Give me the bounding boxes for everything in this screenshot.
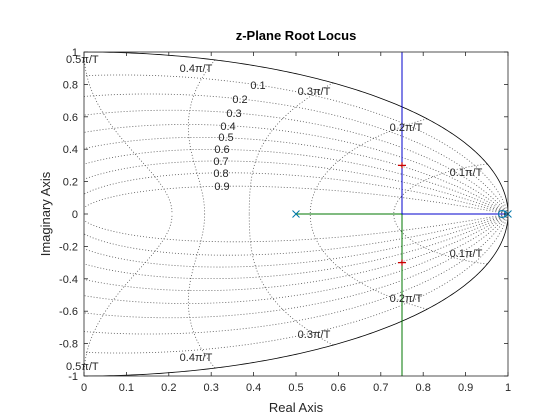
wn-curve-lower — [187, 213, 216, 369]
y-tick-label: 0.2 — [63, 177, 78, 189]
zeta-curve-lower — [84, 213, 508, 268]
x-tick-label: 1 — [505, 382, 511, 394]
wn-curve-lower — [309, 213, 428, 310]
wn-curve-upper — [248, 82, 334, 215]
wn-label: 0.3π/T — [298, 86, 331, 98]
x-tick-label: 0.8 — [416, 382, 431, 394]
zeta-curve-upper — [84, 124, 508, 215]
zeta-label: 0.3 — [226, 108, 241, 120]
y-tick-label: -0.8 — [59, 339, 78, 351]
y-tick-label: 1 — [72, 47, 78, 59]
y-axis-label: Imaginary Axis — [38, 171, 53, 256]
unit-circle — [84, 52, 508, 376]
wn-curve-lower — [393, 213, 488, 265]
zeta-label: 0.4 — [220, 121, 235, 133]
zeta-curve-upper — [84, 160, 508, 215]
zeta-label: 0.2 — [232, 94, 247, 106]
zeta-label: 0.5 — [218, 132, 233, 144]
tick-layer: 0 0.1 0.2 0.3 0.4 0.5 0.6 0.7 0.8 0.9 110.80.60.40… — [59, 47, 511, 394]
wn-label: 0.4π/T — [180, 63, 213, 75]
zeta-label: 0.8 — [213, 168, 228, 180]
x-tick-label: 0.5 — [288, 382, 303, 394]
y-tick-label: 0.4 — [63, 144, 78, 156]
y-tick-label: -1 — [68, 371, 78, 383]
wn-curve-upper — [187, 59, 216, 215]
wn-label: 0.5π/T — [66, 54, 99, 66]
wn-label: 0.1π/T — [450, 248, 483, 260]
x-axis-label: Real Axis — [269, 400, 324, 415]
marker-layer — [292, 162, 512, 266]
y-tick-label: -0.4 — [59, 274, 78, 286]
wn-label: 0.5π/T — [66, 361, 99, 373]
wn-curve-upper — [393, 163, 488, 215]
locus-layer — [296, 52, 508, 376]
wn-label: 0.2π/T — [390, 293, 423, 305]
pole-marker — [292, 210, 300, 218]
wn-label: 0.2π/T — [390, 122, 423, 134]
x-tick-label: 0.3 — [204, 382, 219, 394]
y-tick-label: -0.6 — [59, 306, 78, 318]
selected-point-marker — [398, 162, 406, 169]
wn-curve-lower — [248, 213, 334, 346]
unit-circle-layer — [84, 52, 508, 376]
zeta-curve-lower — [84, 213, 508, 304]
wn-label: 0.4π/T — [180, 352, 213, 364]
chart-title: z-Plane Root Locus — [236, 28, 357, 43]
grid-label-layer: 0.10.20.30.40.50.60.70.80.90.1π/T0.1π/T0… — [66, 54, 483, 373]
y-tick-label: 0 — [72, 209, 78, 221]
selected-point-marker — [398, 259, 406, 266]
wn-label: 0.1π/T — [450, 167, 483, 179]
y-tick-label: 0.6 — [63, 112, 78, 124]
y-tick-label: -0.2 — [59, 241, 78, 253]
x-tick-label: 0 — [81, 382, 87, 394]
x-tick-label: 0.4 — [246, 382, 261, 394]
wn-label: 0.3π/T — [298, 329, 331, 341]
x-tick-label: 0.6 — [331, 382, 346, 394]
zeta-label: 0.7 — [213, 156, 228, 168]
zeta-label: 0.1 — [250, 80, 265, 92]
y-tick-label: 0.8 — [63, 79, 78, 91]
zeta-label: 0.9 — [214, 181, 229, 193]
x-tick-label: 0.7 — [373, 382, 388, 394]
wn-curve-upper — [309, 118, 428, 215]
x-tick-label: 0.9 — [458, 382, 473, 394]
grid-layer — [84, 52, 508, 376]
x-tick-label: 0.2 — [161, 382, 176, 394]
zeta-label: 0.6 — [214, 144, 229, 156]
x-tick-label: 0.1 — [119, 382, 134, 394]
